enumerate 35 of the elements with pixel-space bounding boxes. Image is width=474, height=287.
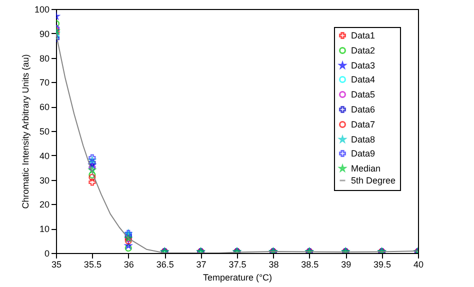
legend-label: Data3 xyxy=(351,60,376,70)
legend-label: Data6 xyxy=(351,104,376,114)
x-tick-label: 38.5 xyxy=(301,260,319,270)
y-tick-label: 10 xyxy=(39,224,50,234)
legend-label: 5th Degree xyxy=(351,176,396,186)
x-tick-label: 37 xyxy=(196,260,206,270)
x-tick-label: 39 xyxy=(341,260,352,270)
legend-label: Data4 xyxy=(351,74,376,84)
x-tick-label: 39.5 xyxy=(374,260,392,270)
y-tick-label: 90 xyxy=(39,28,50,39)
y-tick-label: 50 xyxy=(39,126,50,136)
y-axis-title: Chromatic Intensity Arbitrary Units (au) xyxy=(20,54,30,209)
y-tick-label: 20 xyxy=(39,200,50,210)
x-tick-label: 38 xyxy=(268,260,279,270)
x-tick-label: 35.5 xyxy=(84,260,102,270)
y-tick-label: 30 xyxy=(39,175,50,186)
legend-label: Data2 xyxy=(351,46,376,56)
y-tick-label: 70 xyxy=(39,78,50,88)
y-tick-label: 40 xyxy=(39,150,50,161)
legend-label: Data9 xyxy=(351,148,376,158)
legend-label: Data8 xyxy=(351,134,376,144)
x-tick-label: 37.5 xyxy=(228,260,246,270)
legend-label: Data7 xyxy=(351,120,376,130)
x-tick-label: 36 xyxy=(124,260,134,270)
legend-label: Data1 xyxy=(351,30,376,40)
legend-label: Data5 xyxy=(351,90,376,100)
legend-label: Median xyxy=(351,164,381,174)
y-tick-label: 60 xyxy=(39,102,50,112)
x-tick-label: 35 xyxy=(51,260,62,270)
x-axis-title: Temperature (°C) xyxy=(202,272,272,282)
y-tick-label: 100 xyxy=(34,4,50,14)
x-tick-label: 40 xyxy=(413,260,424,270)
y-tick-label: 80 xyxy=(39,53,50,64)
x-tick-label: 36.5 xyxy=(156,260,174,270)
y-tick-label: 0 xyxy=(44,248,50,258)
